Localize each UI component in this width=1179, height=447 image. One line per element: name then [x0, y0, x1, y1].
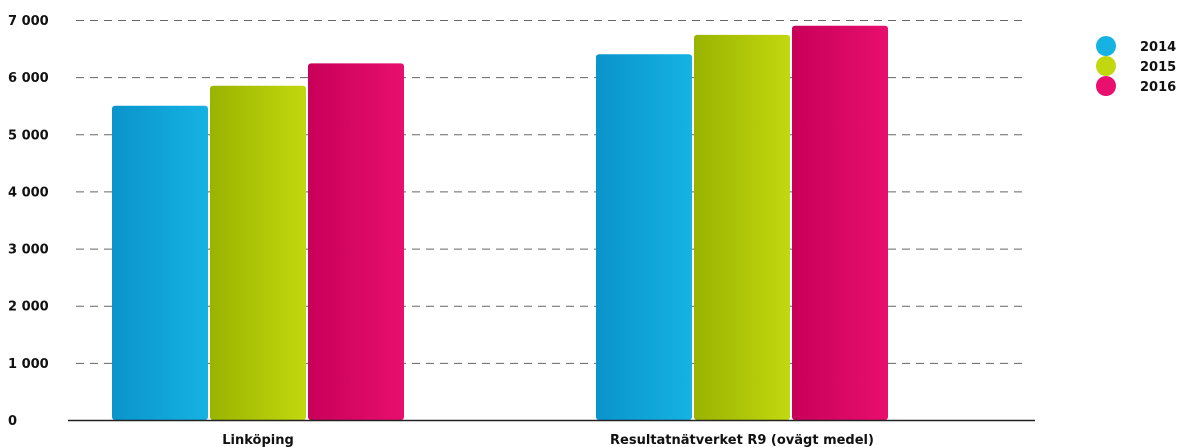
- bar-2015: [694, 34, 790, 420]
- legend-label: 2014: [1140, 40, 1176, 55]
- legend-swatch: [1096, 76, 1116, 96]
- y-axis: 0 1 000 2 000 3 000 4 000 5 000 6 000 7 000: [8, 14, 49, 429]
- x-axis: Linköping Resultatnätverket R9 (ovägt med…: [222, 433, 874, 447]
- x-tick-label: Linköping: [222, 433, 294, 447]
- y-tick-label: 4 000: [8, 185, 49, 200]
- legend-swatch: [1096, 56, 1116, 76]
- legend-swatch: [1096, 36, 1116, 56]
- y-tick-label: 2 000: [8, 300, 49, 315]
- bar-2016: [792, 25, 888, 420]
- legend: 2014 2015 2016: [1096, 36, 1176, 96]
- y-tick-label: 0: [8, 414, 17, 429]
- y-tick-label: 7 000: [8, 14, 49, 29]
- bar-2015: [210, 85, 306, 420]
- legend-label: 2015: [1140, 60, 1176, 75]
- x-tick-label: Resultatnätverket R9 (ovägt medel): [610, 433, 874, 447]
- legend-label: 2016: [1140, 80, 1176, 95]
- y-tick-label: 3 000: [8, 243, 49, 258]
- bars: [112, 25, 888, 421]
- y-tick-label: 5 000: [8, 128, 49, 143]
- bar-2014: [596, 54, 692, 421]
- y-tick-label: 6 000: [8, 71, 49, 86]
- bar-2016: [308, 63, 404, 421]
- y-tick-label: 1 000: [8, 357, 49, 372]
- bar-2014: [112, 105, 208, 420]
